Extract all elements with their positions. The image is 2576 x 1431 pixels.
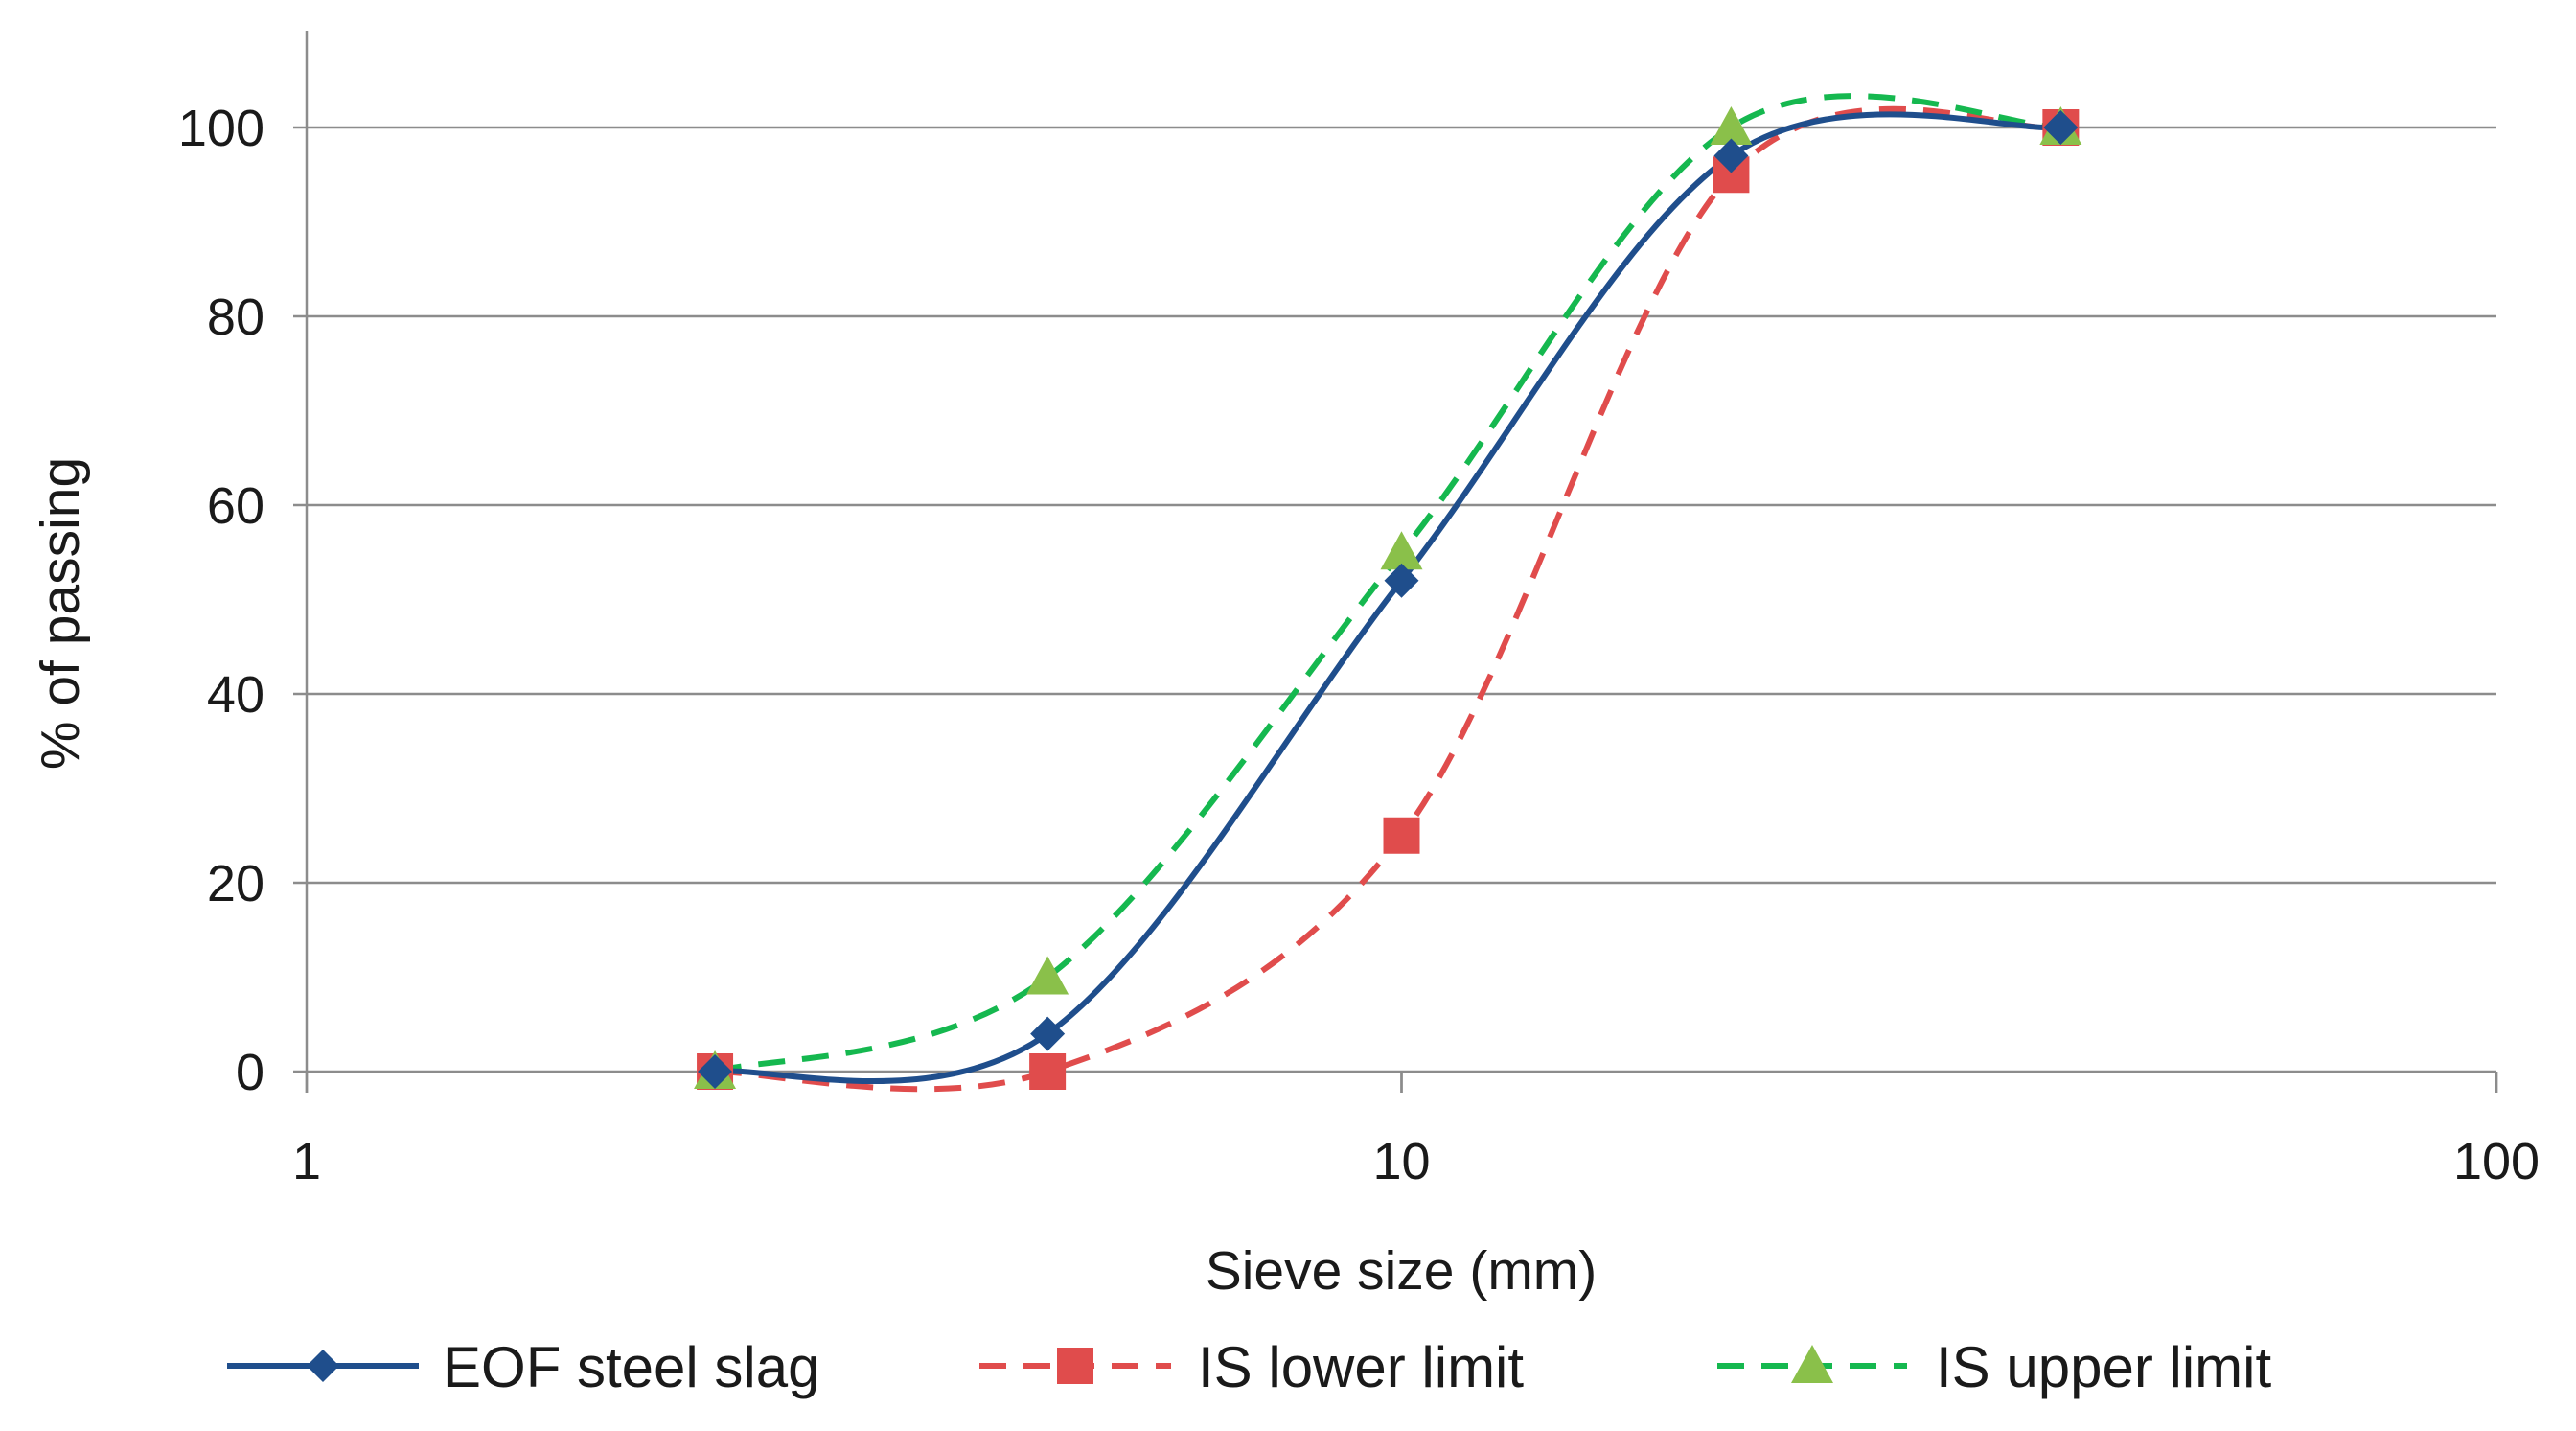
legend-label-eof-steel-slag: EOF steel slag	[443, 1335, 820, 1399]
point-eof-steel-slag-4.75	[1030, 1016, 1066, 1051]
legend-marker-diamond	[307, 1350, 339, 1382]
point-is-upper-limit-10	[1380, 531, 1423, 570]
data-series	[714, 93, 2061, 1093]
legend: EOF steel slag IS lower limit IS upper l…	[227, 1335, 2271, 1399]
x-tick-label-10: 10	[1372, 1133, 1430, 1190]
y-tick-label-60: 60	[207, 477, 264, 535]
legend-marker-triangle	[1791, 1345, 1833, 1383]
legend-item-is-lower-limit: IS lower limit	[979, 1335, 1524, 1399]
point-eof-steel-slag-20	[1714, 138, 1749, 173]
point-eof-steel-slag-10	[1384, 563, 1419, 598]
point-is-lower-limit-10	[1383, 817, 1420, 854]
tick-labels: 0 20 40 60 80 100 1 10 100	[178, 100, 2540, 1190]
x-axis-title: Sieve size (mm)	[1206, 1240, 1598, 1302]
y-tick-label-80: 80	[207, 289, 264, 346]
legend-item-eof-steel-slag: EOF steel slag	[227, 1335, 820, 1399]
x-tick-label-100: 100	[2453, 1133, 2540, 1190]
y-tick-label-20: 20	[207, 855, 264, 912]
y-axis-title: % of passing	[30, 457, 91, 770]
point-is-upper-limit-4.75	[1026, 956, 1070, 995]
x-tick-label-1: 1	[292, 1133, 321, 1190]
y-tick-label-0: 0	[236, 1044, 264, 1101]
horizontal-gridlines	[307, 126, 2496, 885]
point-is-upper-limit-20	[1710, 106, 1753, 145]
point-eof-steel-slag-2.36	[698, 1054, 733, 1089]
point-eof-steel-slag-40	[2043, 110, 2079, 145]
series-line-is-lower-limit	[715, 105, 2061, 1093]
legend-label-is-upper-limit: IS upper limit	[1936, 1335, 2271, 1399]
y-tick-label-100: 100	[178, 100, 264, 157]
legend-marker-square	[1057, 1348, 1093, 1384]
point-is-lower-limit-4.75	[1029, 1053, 1067, 1090]
legend-label-is-lower-limit: IS lower limit	[1198, 1335, 1524, 1399]
y-tick-label-40: 40	[207, 666, 264, 724]
legend-item-is-upper-limit: IS upper limit	[1717, 1335, 2271, 1399]
data-markers	[694, 106, 2082, 1090]
axes	[293, 31, 2498, 1093]
series-line-eof-steel-slag	[714, 111, 2061, 1085]
